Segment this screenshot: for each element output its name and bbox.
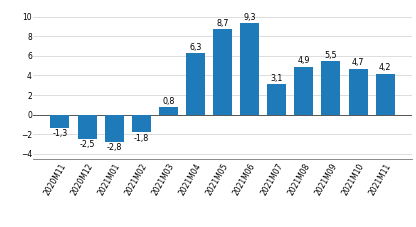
- Text: -1,3: -1,3: [52, 129, 67, 138]
- Bar: [105, 115, 124, 142]
- Text: 4,7: 4,7: [352, 58, 364, 67]
- Text: 4,2: 4,2: [379, 63, 391, 72]
- Text: 8,7: 8,7: [216, 19, 229, 28]
- Text: -1,8: -1,8: [134, 133, 149, 143]
- Bar: [267, 84, 286, 115]
- Bar: [159, 107, 178, 115]
- Text: 5,5: 5,5: [324, 51, 337, 60]
- Bar: [78, 115, 97, 139]
- Text: 3,1: 3,1: [270, 74, 283, 83]
- Text: 0,8: 0,8: [162, 97, 175, 106]
- Bar: [213, 29, 232, 115]
- Bar: [322, 61, 340, 115]
- Text: 6,3: 6,3: [189, 43, 202, 52]
- Text: -2,8: -2,8: [106, 143, 122, 152]
- Bar: [186, 53, 205, 115]
- Bar: [376, 74, 395, 115]
- Bar: [50, 115, 69, 128]
- Bar: [240, 23, 259, 115]
- Text: 9,3: 9,3: [243, 13, 256, 22]
- Bar: [295, 67, 313, 115]
- Text: 4,9: 4,9: [297, 57, 310, 65]
- Bar: [132, 115, 151, 132]
- Text: -2,5: -2,5: [79, 141, 95, 149]
- Bar: [349, 69, 367, 115]
